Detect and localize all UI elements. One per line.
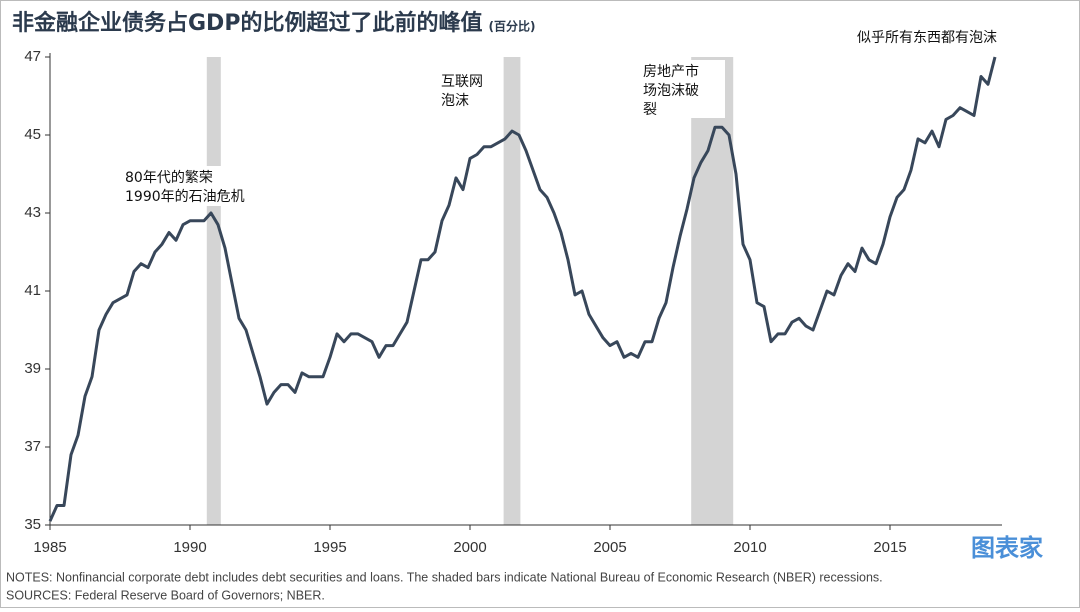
x-tick-label: 1995: [313, 539, 346, 556]
data-line: [48, 56, 997, 522]
chart-title: 非金融企业债务占GDP的比例超过了此前的峰值: [12, 10, 482, 36]
annotation-box: [438, 70, 502, 110]
x-tick-label: 2000: [453, 539, 486, 556]
annotation-box: [122, 166, 262, 206]
notes: NOTES: Nonfinancial corporate debt inclu…: [6, 570, 883, 584]
y-tick-label: 45: [24, 126, 41, 143]
logo: 图表家: [971, 534, 1043, 562]
annotation: 场泡沫破: [643, 83, 699, 99]
annotation: 80年代的繁荣: [125, 170, 213, 186]
x-tick-label: 2015: [873, 539, 906, 556]
x-tick-label: 2010: [733, 539, 766, 556]
annotation: 泡沫: [441, 93, 469, 109]
annotation: 互联网: [441, 74, 483, 90]
annotation: 似乎所有东西都有泡沫: [857, 30, 997, 46]
chart-subtitle: (百分比): [488, 19, 535, 34]
recession-band: [206, 57, 221, 525]
y-tick-label: 47: [24, 48, 41, 65]
x-tick-label: 1990: [173, 539, 206, 556]
y-tick-label: 37: [24, 438, 41, 455]
recession-band: [691, 57, 734, 525]
annotation: 房地产市: [643, 63, 699, 80]
y-tick-label: 41: [24, 282, 41, 299]
sources: SOURCES: Federal Reserve Board of Govern…: [6, 588, 325, 602]
recession-band: [503, 57, 521, 525]
y-tick-label: 43: [24, 204, 41, 221]
annotation-box: [640, 60, 725, 118]
annotation: 1990年的石油危机: [125, 189, 245, 205]
x-tick-label: 2005: [593, 539, 626, 556]
y-tick-label: 39: [24, 360, 41, 377]
annotation: 裂: [643, 102, 657, 118]
x-tick-label: 1985: [33, 539, 66, 556]
y-tick-label: 35: [24, 516, 41, 533]
